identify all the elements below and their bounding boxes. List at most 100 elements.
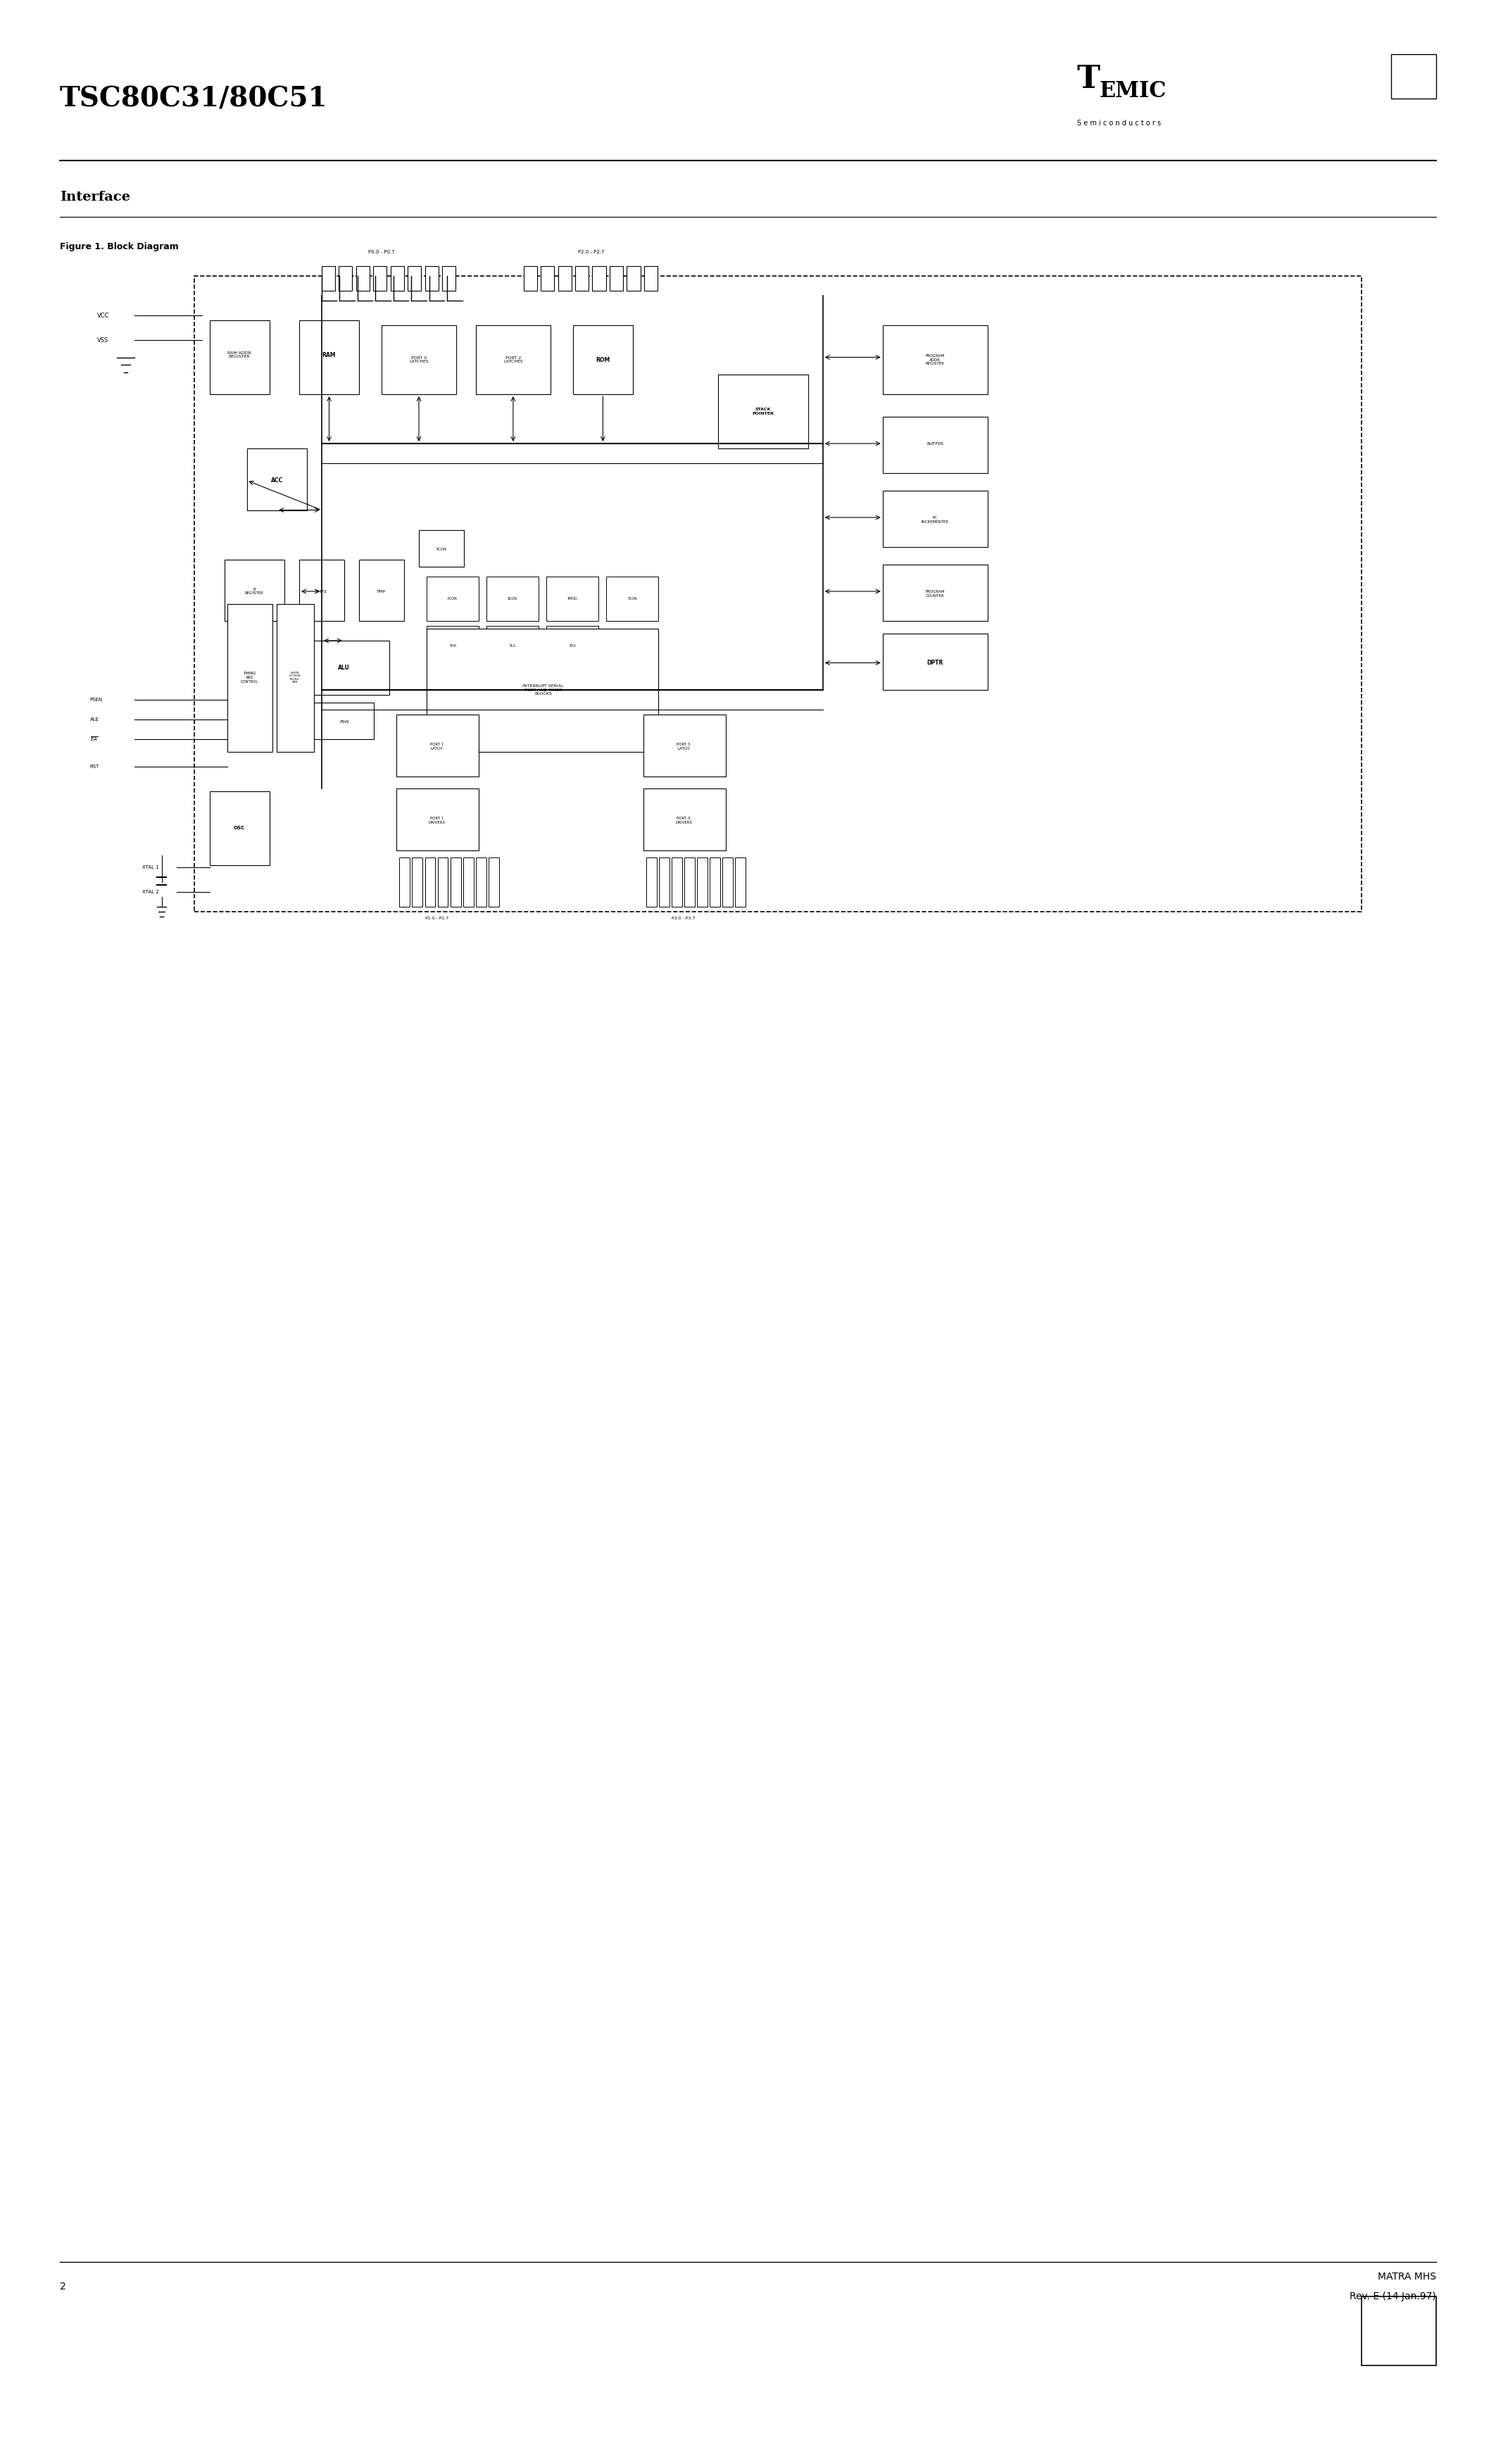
Bar (381, 325, 456, 394)
Bar (425, 266, 438, 291)
Bar (883, 416, 987, 473)
Bar (322, 266, 335, 291)
Text: XTAL 2: XTAL 2 (142, 890, 159, 894)
Bar (419, 530, 464, 567)
Text: PORT 0
LATCHES: PORT 0 LATCHES (408, 355, 429, 365)
Text: TIMING
AND
CONTROL: TIMING AND CONTROL (241, 673, 259, 683)
Text: VCC: VCC (97, 313, 109, 318)
Bar (643, 266, 658, 291)
Text: INTERRUPT SERIAL
PORT AND TIMER
BLOCKS: INTERRUPT SERIAL PORT AND TIMER BLOCKS (522, 685, 564, 695)
Bar (426, 577, 479, 621)
Text: PROGRAM
ADDR
REGISTER: PROGRAM ADDR REGISTER (926, 355, 944, 365)
Text: P0.0 - P0.7: P0.0 - P0.7 (368, 249, 395, 254)
Bar (486, 626, 539, 665)
Text: PC
INCREMENTER: PC INCREMENTER (922, 515, 948, 525)
Text: ALE: ALE (90, 717, 99, 722)
Text: TMOD: TMOD (567, 596, 577, 601)
Bar (697, 857, 708, 907)
Bar (573, 325, 633, 394)
Bar (592, 266, 606, 291)
Text: ALU: ALU (338, 665, 350, 670)
Text: PSEN: PSEN (90, 697, 103, 702)
Bar (413, 857, 423, 907)
Text: RST: RST (90, 764, 99, 769)
Bar (711, 857, 721, 907)
Text: TL0: TL0 (509, 643, 516, 648)
Bar (396, 715, 479, 776)
Text: Rev. E (14 Jan.97): Rev. E (14 Jan.97) (1349, 2292, 1436, 2301)
Text: EMIC: EMIC (1100, 81, 1167, 101)
Bar (464, 857, 473, 907)
Bar (883, 564, 987, 621)
Text: S e m i c o n d u c t o r s: S e m i c o n d u c t o r s (1077, 121, 1161, 126)
Text: RAM: RAM (322, 352, 337, 357)
Bar (606, 577, 658, 621)
Text: TCON: TCON (435, 547, 447, 552)
Bar (247, 448, 307, 510)
Bar (672, 857, 682, 907)
FancyBboxPatch shape (194, 276, 1361, 912)
Bar (486, 577, 539, 621)
Bar (546, 577, 598, 621)
Bar (209, 791, 269, 865)
Text: Figure 1. Block Diagram: Figure 1. Block Diagram (60, 241, 178, 251)
Bar (542, 266, 554, 291)
Text: PORT 2
LATCHES: PORT 2 LATCHES (503, 355, 524, 365)
Bar (658, 857, 670, 907)
Bar (643, 715, 726, 776)
Text: P2.0 - P2.7: P2.0 - P2.7 (577, 249, 604, 254)
Text: VSS: VSS (97, 338, 109, 342)
Text: STACK
POINTER: STACK POINTER (752, 407, 773, 416)
Bar (425, 857, 435, 907)
Bar (723, 857, 733, 907)
Text: MATRA MHS: MATRA MHS (1378, 2272, 1436, 2282)
Bar (299, 641, 389, 695)
Bar (736, 857, 745, 907)
Bar (407, 266, 422, 291)
Text: TSC80C31/80C51: TSC80C31/80C51 (60, 86, 328, 111)
Bar (546, 626, 598, 665)
Bar (883, 325, 987, 394)
Text: BUFFER: BUFFER (926, 441, 944, 446)
Text: PORT 3
LATCH: PORT 3 LATCH (676, 742, 691, 752)
Bar (1361, 2296, 1436, 2365)
Bar (627, 266, 640, 291)
Bar (396, 788, 479, 850)
Bar (390, 266, 404, 291)
Text: T: T (1077, 64, 1101, 94)
Bar (476, 857, 486, 907)
Bar (374, 266, 386, 291)
Text: PORT 3
DRIVERS: PORT 3 DRIVERS (675, 816, 693, 825)
Bar (646, 857, 657, 907)
Text: P3.0 - P3.7: P3.0 - P3.7 (672, 917, 696, 919)
Text: ACC: ACC (271, 478, 283, 483)
Bar (574, 266, 588, 291)
Bar (488, 857, 500, 907)
Text: B
REGISTER: B REGISTER (245, 586, 263, 596)
Text: PROGRAM
COUNTER: PROGRAM COUNTER (926, 589, 944, 599)
Text: SCON: SCON (507, 596, 518, 601)
Bar (438, 857, 449, 907)
Bar (558, 266, 571, 291)
Text: DPTR: DPTR (928, 660, 944, 665)
Bar (224, 559, 284, 621)
Bar (227, 604, 272, 752)
Bar (426, 626, 479, 665)
Bar (356, 266, 370, 291)
Text: RAM ADDR
REGISTER: RAM ADDR REGISTER (227, 350, 251, 360)
Text: ROM: ROM (595, 357, 610, 362)
Text: TMP2: TMP2 (316, 589, 328, 594)
Bar (450, 857, 461, 907)
Text: TMP: TMP (377, 589, 386, 594)
Bar (524, 266, 537, 291)
Text: $\overline{EA}$: $\overline{EA}$ (90, 737, 97, 742)
Bar (314, 702, 374, 739)
Bar (338, 266, 353, 291)
Text: TH1: TH1 (568, 643, 576, 648)
Bar (299, 320, 359, 394)
Bar (643, 788, 726, 850)
Bar (883, 633, 987, 690)
Text: TH0: TH0 (449, 643, 456, 648)
Bar (209, 320, 269, 394)
Text: OSC: OSC (233, 825, 245, 830)
